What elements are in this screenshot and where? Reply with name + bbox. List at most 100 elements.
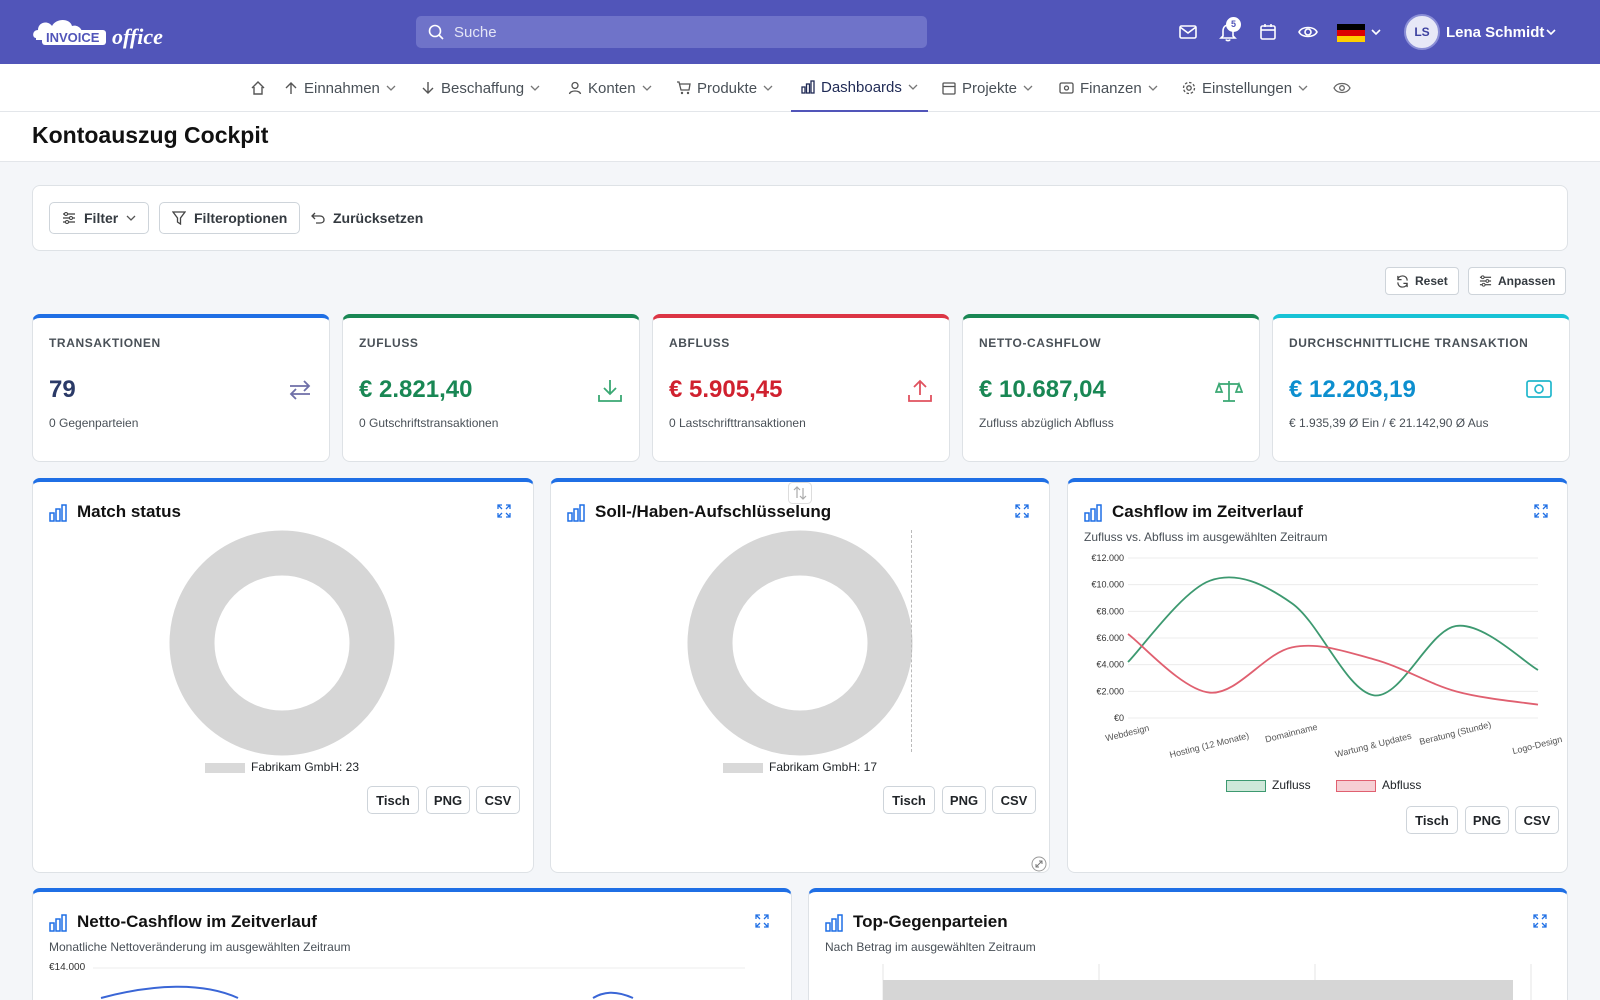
nav-finanzen[interactable]: Finanzen — [1059, 64, 1158, 112]
card-subtitle: Zufluss vs. Abfluss im ausgewählten Zeit… — [1084, 530, 1328, 544]
kpi-label: DURCHSCHNITTLICHE TRANSAKTION — [1289, 336, 1529, 350]
nav-projekte[interactable]: Projekte — [942, 64, 1033, 112]
donut-chart — [687, 530, 913, 756]
kpi-value: € 12.203,19 — [1289, 376, 1416, 403]
sliders-icon — [1479, 275, 1492, 287]
german-flag-icon[interactable] — [1337, 24, 1365, 42]
user-icon — [568, 81, 582, 95]
y-tick: €14.000 — [49, 962, 86, 973]
bar-chart-icon — [825, 914, 843, 932]
netto-line-chart — [93, 967, 745, 999]
drag-handle-icon[interactable] — [788, 482, 812, 504]
card-match-status: Match status Fabrikam GmbH: 23 Tisch PNG… — [32, 478, 534, 873]
nav-dashboards[interactable]: Dashboards — [791, 64, 928, 112]
home-icon[interactable] — [250, 80, 266, 96]
kpi-sub: 0 Gegenparteien — [49, 416, 139, 430]
user-name[interactable]: Lena Schmidt — [1446, 24, 1545, 41]
kpi-label: TRANSAKTIONEN — [49, 336, 161, 350]
avatar[interactable]: LS — [1404, 14, 1440, 50]
nav-einnahmen[interactable]: Einnahmen — [284, 64, 396, 112]
expand-icon[interactable] — [497, 504, 511, 518]
nav-einstellungen[interactable]: Einstellungen — [1182, 64, 1308, 112]
x-tick-label: Domainname — [1264, 722, 1318, 745]
export-table-button[interactable]: Tisch — [1406, 806, 1458, 834]
nav-produkte[interactable]: Produkte — [676, 64, 773, 112]
nav-label: Beschaffung — [441, 79, 525, 97]
chevron-down-icon[interactable] — [1371, 28, 1381, 36]
expand-icon[interactable] — [1015, 504, 1029, 518]
resize-handle-icon[interactable] — [1031, 856, 1047, 872]
wallet-icon — [1059, 82, 1074, 94]
chevron-down-icon — [1148, 85, 1158, 91]
card-title: Match status — [77, 502, 181, 521]
nav-konten[interactable]: Konten — [568, 64, 652, 112]
calendar-icon — [942, 82, 956, 95]
chart-legend[interactable]: Fabrikam GmbH: 17 — [723, 760, 877, 774]
eye-icon[interactable] — [1333, 81, 1351, 95]
customize-label: Anpassen — [1498, 274, 1556, 288]
main-nav: Einnahmen Beschaffung Konten Produkte Da… — [0, 64, 1600, 112]
export-csv-button[interactable]: CSV — [476, 786, 520, 814]
export-csv-button[interactable]: CSV — [992, 786, 1036, 814]
search-input[interactable] — [454, 16, 914, 48]
kpi-card-netto-cashflow: NETTO-CASHFLOW € 10.687,04 Zufluss abzüg… — [962, 314, 1260, 462]
donut-segment[interactable] — [169, 530, 395, 756]
bar-chart-icon — [567, 504, 585, 522]
export-png-button[interactable]: PNG — [942, 786, 986, 814]
bar-chart-icon — [1084, 504, 1102, 522]
y-tick-label: €6.000 — [1096, 633, 1124, 643]
chevron-down-icon — [1298, 85, 1308, 91]
card-soll-haben: Soll-/Haben-Aufschlüsselung Fabrikam Gmb… — [550, 478, 1050, 873]
funnel-icon — [172, 211, 186, 225]
card-title: Soll-/Haben-Aufschlüsselung — [595, 502, 832, 521]
bar[interactable] — [883, 980, 1513, 1000]
expand-icon[interactable] — [755, 914, 769, 928]
chart-legend[interactable]: Zufluss Abfluss — [1226, 778, 1421, 792]
export-png-button[interactable]: PNG — [426, 786, 470, 814]
expand-icon[interactable] — [1534, 504, 1548, 518]
series-line-abfluss[interactable] — [1127, 633, 1539, 706]
arrow-down-icon — [422, 82, 434, 94]
export-table-button[interactable]: Tisch — [883, 786, 935, 814]
search-bar[interactable] — [416, 16, 927, 48]
chevron-down-icon[interactable] — [1546, 28, 1556, 36]
page-header: Kontoauszug Cockpit — [0, 112, 1600, 162]
chevron-down-icon — [126, 215, 136, 221]
gear-icon — [1182, 81, 1196, 95]
donut-segment[interactable] — [687, 530, 913, 756]
eye-icon[interactable] — [1298, 22, 1318, 42]
refresh-icon — [1397, 274, 1408, 288]
mail-icon[interactable] — [1178, 22, 1198, 42]
filter-button[interactable]: Filter — [49, 202, 150, 234]
series-line-zufluss[interactable] — [1127, 576, 1539, 697]
legend-swatch-abfluss — [1336, 779, 1377, 792]
export-png-button[interactable]: PNG — [1465, 806, 1509, 834]
reset-button[interactable]: Reset — [1385, 267, 1459, 295]
export-csv-button[interactable]: CSV — [1515, 806, 1559, 834]
upload-icon — [908, 379, 932, 402]
netto-series-line — [592, 991, 634, 999]
bar-chart-icon — [49, 504, 67, 522]
expand-icon[interactable] — [1533, 914, 1547, 928]
chart-legend[interactable]: Fabrikam GmbH: 23 — [205, 760, 359, 774]
filter-options-button[interactable]: Filteroptionen — [159, 202, 301, 234]
line-chart: €0 €2.000 €4.000 €6.000 €8.000 €10.000 €12.000… — [1091, 553, 1563, 760]
reset-filters-button[interactable]: Zurücksetzen — [299, 202, 435, 234]
kpi-card-zufluss: ZUFLUSS € 2.821,40 0 Gutschriftstransakt… — [342, 314, 640, 462]
nav-beschaffung[interactable]: Beschaffung — [421, 64, 540, 112]
calendar-icon[interactable] — [1258, 22, 1278, 42]
kpi-label: ZUFLUSS — [359, 336, 419, 350]
app-logo[interactable]: INVOICE office — [32, 14, 182, 50]
netto-series-line — [100, 985, 239, 999]
legend-swatch — [723, 762, 763, 773]
chevron-down-icon — [763, 85, 773, 91]
kpi-value: € 2.821,40 — [359, 376, 473, 403]
legend-label: Fabrikam GmbH: 17 — [769, 760, 878, 774]
chevron-down-icon — [908, 84, 918, 90]
customize-button[interactable]: Anpassen — [1468, 267, 1567, 295]
nav-label: Konten — [588, 79, 636, 97]
reset-filters-label: Zurücksetzen — [333, 210, 424, 226]
x-tick-label: Webdesign — [1104, 723, 1150, 744]
export-table-button[interactable]: Tisch — [367, 786, 419, 814]
filter-options-label: Filteroptionen — [194, 210, 288, 226]
